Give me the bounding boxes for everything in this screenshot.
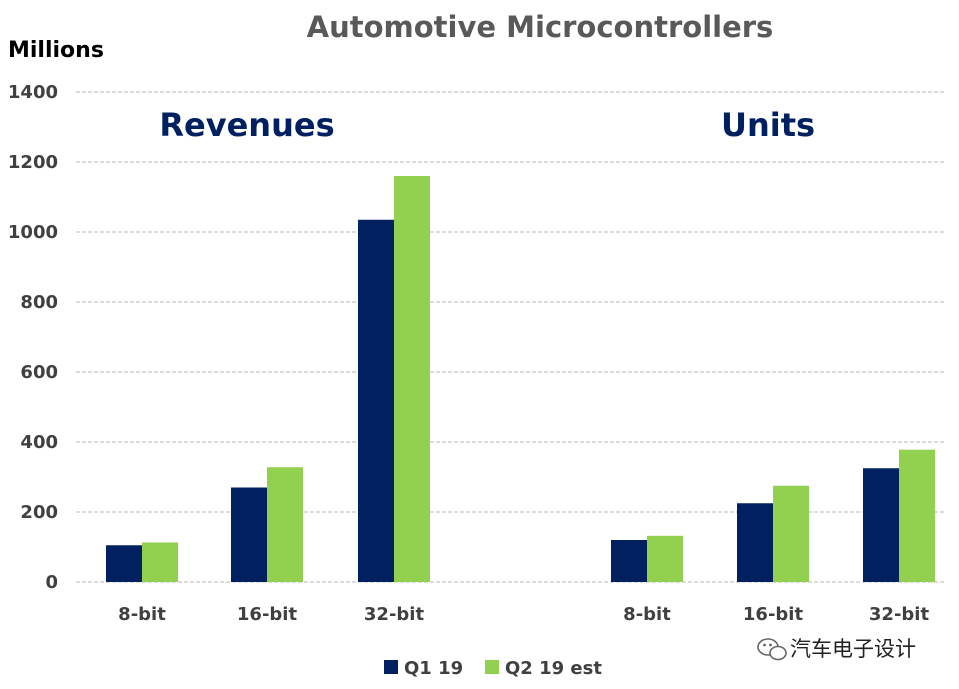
x-label-units-16-bit: 16-bit xyxy=(743,604,804,625)
chart-title: Automotive Microcontrollers xyxy=(307,10,774,44)
bar-units-16-bit-q1-19 xyxy=(737,503,773,582)
bar-revenues-32-bit-q1-19 xyxy=(358,219,394,582)
x-axis-labels: 8-bit 16-bit 32-bit 8-bit 16-bit 32-bit xyxy=(118,604,929,625)
legend-swatch-q1-19 xyxy=(384,660,398,674)
bar-units-32-bit-q2-19-est xyxy=(899,449,935,582)
bar-units-16-bit-q2-19-est xyxy=(773,485,809,582)
bar-units-8-bit-q1-19 xyxy=(611,540,647,582)
x-label-revenues-32-bit: 32-bit xyxy=(364,604,425,625)
y-axis-ticks: 0 200 400 600 800 1000 1200 1400 xyxy=(8,82,58,593)
bar-revenues-32-bit-q2-19-est xyxy=(394,176,430,582)
y-tick-1400: 1400 xyxy=(8,82,58,103)
wechat-icon xyxy=(757,638,787,661)
watermark: 汽车电子设计 xyxy=(757,637,916,661)
legend: Q1 19 Q2 19 est xyxy=(384,658,602,679)
bar-units-32-bit-q1-19 xyxy=(863,468,899,582)
x-label-units-32-bit: 32-bit xyxy=(869,604,930,625)
watermark-text: 汽车电子设计 xyxy=(790,637,916,661)
legend-label-q1-19: Q1 19 xyxy=(404,658,463,679)
bar-revenues-16-bit-q2-19-est xyxy=(267,467,303,582)
y-tick-200: 200 xyxy=(20,502,58,523)
x-label-revenues-16-bit: 16-bit xyxy=(237,604,298,625)
y-tick-400: 400 xyxy=(20,432,58,453)
legend-label-q2-19-est: Q2 19 est xyxy=(505,658,602,679)
bars xyxy=(106,176,935,582)
x-label-units-8-bit: 8-bit xyxy=(623,604,671,625)
bar-revenues-16-bit-q1-19 xyxy=(231,487,267,582)
y-tick-600: 600 xyxy=(20,362,58,383)
group-label-units: Units xyxy=(721,106,815,144)
gridlines xyxy=(76,91,945,583)
y-tick-800: 800 xyxy=(20,292,58,313)
x-label-revenues-8-bit: 8-bit xyxy=(118,604,166,625)
bar-revenues-8-bit-q2-19-est xyxy=(142,542,178,582)
legend-swatch-q2-19-est xyxy=(485,660,499,674)
y-tick-1000: 1000 xyxy=(8,222,58,243)
group-label-revenues: Revenues xyxy=(159,106,334,144)
bar-revenues-8-bit-q1-19 xyxy=(106,545,142,582)
y-tick-1200: 1200 xyxy=(8,152,58,173)
bar-units-8-bit-q2-19-est xyxy=(647,535,683,582)
y-tick-0: 0 xyxy=(45,572,58,593)
y-axis-label: Millions xyxy=(8,38,104,63)
